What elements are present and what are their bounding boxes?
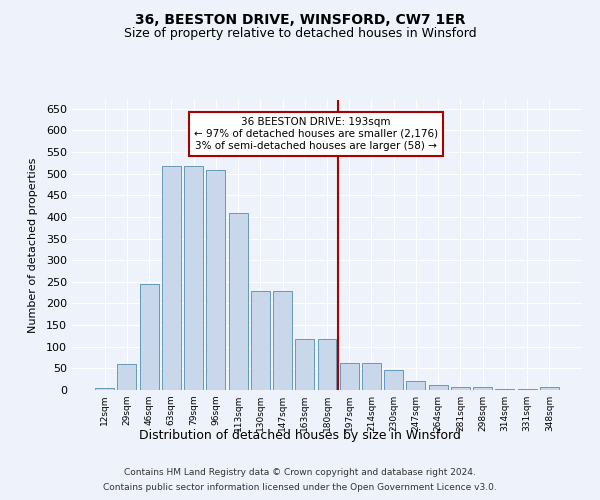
Bar [229, 212, 248, 390]
Bar [206, 170, 225, 390]
Bar [540, 387, 559, 390]
Bar [251, 292, 270, 390]
Bar [406, 382, 425, 390]
Text: Contains public sector information licensed under the Open Government Licence v3: Contains public sector information licen… [103, 483, 497, 492]
Bar [340, 362, 359, 390]
Bar [429, 385, 448, 390]
Bar [362, 362, 381, 390]
Bar [473, 386, 492, 390]
Bar [118, 364, 136, 390]
Bar [162, 166, 181, 390]
Bar [295, 339, 314, 390]
Y-axis label: Number of detached properties: Number of detached properties [28, 158, 38, 332]
Bar [273, 292, 292, 390]
Bar [317, 339, 337, 390]
Text: Distribution of detached houses by size in Winsford: Distribution of detached houses by size … [139, 428, 461, 442]
Bar [496, 388, 514, 390]
Bar [518, 388, 536, 390]
Text: 36, BEESTON DRIVE, WINSFORD, CW7 1ER: 36, BEESTON DRIVE, WINSFORD, CW7 1ER [135, 12, 465, 26]
Text: Contains HM Land Registry data © Crown copyright and database right 2024.: Contains HM Land Registry data © Crown c… [124, 468, 476, 477]
Text: 36 BEESTON DRIVE: 193sqm
← 97% of detached houses are smaller (2,176)
3% of semi: 36 BEESTON DRIVE: 193sqm ← 97% of detach… [194, 118, 438, 150]
Bar [451, 386, 470, 390]
Text: Size of property relative to detached houses in Winsford: Size of property relative to detached ho… [124, 28, 476, 40]
Bar [95, 388, 114, 390]
Bar [384, 370, 403, 390]
Bar [184, 166, 203, 390]
Bar [140, 284, 158, 390]
